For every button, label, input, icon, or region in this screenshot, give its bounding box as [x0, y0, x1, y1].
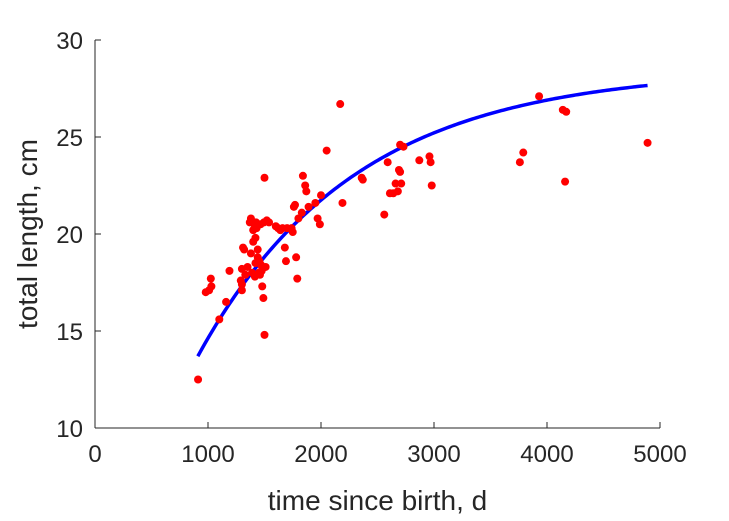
data-point: [215, 315, 224, 324]
data-point: [562, 107, 571, 116]
y-tick-label: 15: [56, 319, 83, 346]
data-point: [237, 286, 246, 295]
data-point: [302, 187, 311, 196]
x-tick-label: 4000: [520, 441, 573, 468]
data-point: [261, 262, 270, 271]
data-point: [519, 148, 528, 157]
fit-curve-layer: [196, 83, 648, 358]
x-axis-ticks: 0 1000 2000 3000 4000 5000: [88, 422, 687, 468]
data-point: [317, 191, 325, 200]
y-tick-label: 25: [56, 125, 83, 152]
data-point: [237, 280, 246, 289]
data-point: [396, 167, 405, 176]
y-tick-label: 10: [56, 416, 83, 443]
data-point: [338, 198, 347, 207]
data-point: [288, 228, 297, 237]
data-point: [206, 274, 215, 283]
data-points-layer: [194, 92, 652, 384]
data-point: [194, 375, 203, 384]
data-point: [222, 297, 231, 306]
data-point: [246, 249, 255, 258]
data-point: [535, 92, 544, 101]
data-point: [240, 245, 249, 254]
data-point: [322, 146, 331, 155]
x-axis-title: time since birth, d: [268, 485, 487, 516]
x-tick-label: 3000: [407, 441, 460, 468]
data-point: [265, 218, 274, 227]
data-point: [399, 142, 408, 151]
data-point: [251, 233, 260, 242]
data-point: [241, 270, 250, 279]
data-point: [293, 274, 302, 283]
data-point: [280, 243, 289, 252]
axes: 0 1000 2000 3000 4000 5000 10 15 20 25 30: [56, 28, 686, 468]
data-point: [380, 210, 389, 219]
data-point: [393, 187, 402, 196]
data-point: [281, 257, 290, 266]
y-tick-label: 20: [56, 222, 83, 249]
plot-area: [194, 83, 652, 384]
y-tick-label: 30: [56, 28, 83, 55]
x-tick-label: 2000: [294, 441, 347, 468]
x-tick-label: 0: [88, 441, 101, 468]
data-point: [391, 179, 400, 188]
data-point: [292, 253, 301, 262]
data-point: [358, 175, 367, 184]
data-point: [397, 179, 406, 188]
data-point: [294, 214, 303, 223]
data-point: [291, 200, 300, 209]
data-point: [258, 282, 267, 291]
data-point: [415, 156, 424, 165]
x-tick-label: 1000: [181, 441, 234, 468]
x-tick-label: 5000: [633, 441, 686, 468]
y-axis-title: total length, cm: [12, 139, 43, 329]
data-point: [643, 138, 652, 147]
data-point: [259, 294, 268, 303]
data-point: [225, 266, 234, 275]
data-point: [426, 158, 435, 167]
data-point: [297, 208, 306, 217]
data-point: [336, 100, 345, 109]
data-point: [311, 198, 320, 207]
y-axis-ticks: 10 15 20 25 30: [56, 28, 101, 443]
data-point: [298, 171, 307, 180]
data-point: [383, 158, 392, 167]
data-point: [243, 262, 252, 271]
data-point: [304, 202, 313, 211]
data-point: [427, 181, 436, 190]
data-point: [315, 220, 324, 229]
data-point: [561, 177, 570, 186]
data-point: [207, 282, 216, 291]
data-point: [260, 173, 269, 182]
data-point: [515, 158, 524, 167]
data-point: [253, 245, 262, 254]
data-point: [260, 330, 269, 339]
fit-curve: [196, 83, 648, 358]
